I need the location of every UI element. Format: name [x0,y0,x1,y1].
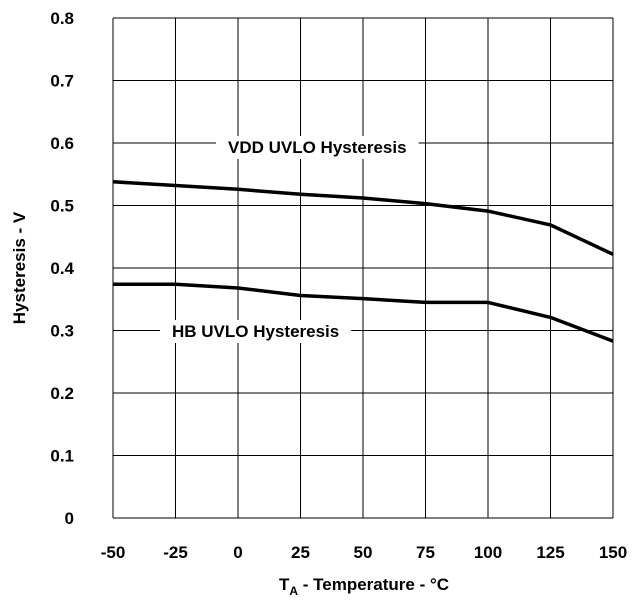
x-tick-label: -50 [101,543,126,562]
y-axis-title: Hysteresis - V [10,211,29,324]
vdd-uvlo-hysteresis-line [112,180,614,256]
vdd-label-background [216,136,419,159]
x-tick-label: 25 [291,543,310,562]
y-tick-label: 0 [65,509,74,528]
x-tick-label: 0 [233,543,242,562]
hb-label-background [160,320,352,343]
x-tick-label: 75 [416,543,435,562]
y-tick-label: 0.2 [50,384,74,403]
vdd-series-label: VDD UVLO Hysteresis [228,138,407,157]
hb-series-label: HB UVLO Hysteresis [172,322,339,341]
y-tick-label: 0.6 [50,134,74,153]
x-tick-label: 125 [536,543,564,562]
x-tick-label: 50 [354,543,373,562]
chart-grid [112,17,614,519]
x-axis-title-rest: - Temperature - °C [298,575,449,594]
x-tick-label: 100 [474,543,502,562]
y-tick-label: 0.4 [50,259,74,278]
y-tick-label: 0.3 [50,322,74,341]
y-tick-labels: 0 0.1 0.2 0.3 0.4 0.5 0.6 0.7 0.8 [50,9,74,528]
chart-series [112,180,614,343]
y-tick-label: 0.1 [50,447,74,466]
x-axis-title: TA - Temperature - °C [279,575,449,598]
x-tick-label: -25 [163,543,188,562]
y-tick-label: 0.8 [50,9,74,28]
y-tick-label: 0.7 [50,72,74,91]
x-axis-title-subscript: A [289,584,298,598]
x-tick-labels: -50 -25 0 25 50 75 100 125 150 [101,543,627,562]
x-axis-title-main: T [279,575,290,594]
y-tick-label: 0.5 [50,197,74,216]
x-tick-label: 150 [599,543,627,562]
hb-uvlo-hysteresis-line [113,282,614,343]
